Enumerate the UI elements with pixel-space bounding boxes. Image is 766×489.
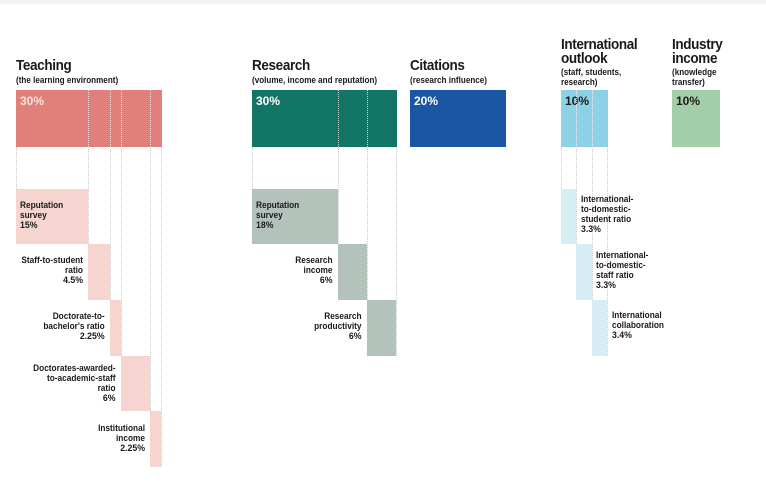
teaching-doctorates-awarded-block: [121, 356, 150, 411]
international-staff-label: International- to-domestic- staff ratio …: [596, 250, 649, 291]
research-weight: 30%: [256, 94, 281, 108]
research-reputation-label: Reputation survey 18%: [256, 200, 300, 231]
teaching-staff-student-label: Staff-to-student ratio 4.5%: [21, 255, 83, 286]
international-weight-block: [561, 90, 608, 147]
teaching-subtitle: (the learning environment): [16, 75, 119, 85]
industry-weight: 10%: [676, 94, 701, 108]
research-productivity-label: Research productivity 6%: [314, 311, 362, 342]
international-collaboration-block: [592, 300, 607, 356]
research-title: Research: [252, 57, 310, 74]
industry-title: Industry income: [672, 36, 723, 67]
international-weight: 10%: [565, 94, 590, 108]
citations-weight: 20%: [414, 94, 439, 108]
international-student-block: [561, 189, 576, 244]
research-weight-block: [252, 90, 397, 147]
research-productivity-block: [367, 300, 396, 356]
teaching-weight: 30%: [20, 94, 45, 108]
international-staff-block: [576, 244, 592, 300]
citations-weight-block: [410, 90, 506, 147]
research-income-label: Research income 6%: [295, 255, 333, 286]
research-reputation-block: [252, 189, 338, 244]
top-divider: [0, 0, 766, 4]
teaching-title: Teaching: [16, 57, 72, 74]
international-title: International outlook: [561, 36, 638, 67]
teaching-reputation-block: [16, 189, 88, 244]
teaching-doctorate-bachelor-label: Doctorate-to- bachelor's ratio 2.25%: [43, 311, 105, 342]
research-subtitle: (volume, income and reputation): [252, 75, 378, 85]
citations-title: Citations: [410, 57, 465, 74]
international-student-label: International- to-domestic- student rati…: [581, 194, 634, 235]
teaching-institutional-income-block: [150, 411, 161, 467]
teaching-reputation-label: Reputation survey 15%: [20, 200, 64, 231]
teaching-doctorates-awarded-label: Doctorates-awarded- to-academic-staff ra…: [33, 363, 117, 404]
industry-subtitle: (knowledge transfer): [672, 67, 717, 87]
international-collaboration-label: International collaboration 3.4%: [612, 310, 664, 341]
citations-subtitle: (research influence): [410, 75, 487, 85]
industry-weight-block: [672, 90, 720, 147]
research-income-block: [338, 244, 367, 300]
teaching-weight-block: [16, 90, 162, 147]
teaching-doctorate-bachelor-block: [110, 300, 121, 356]
teaching-institutional-income-label: Institutional income 2.25%: [98, 423, 145, 454]
teaching-staff-student-block: [88, 244, 110, 300]
international-subtitle: (staff, students, research): [561, 67, 622, 87]
